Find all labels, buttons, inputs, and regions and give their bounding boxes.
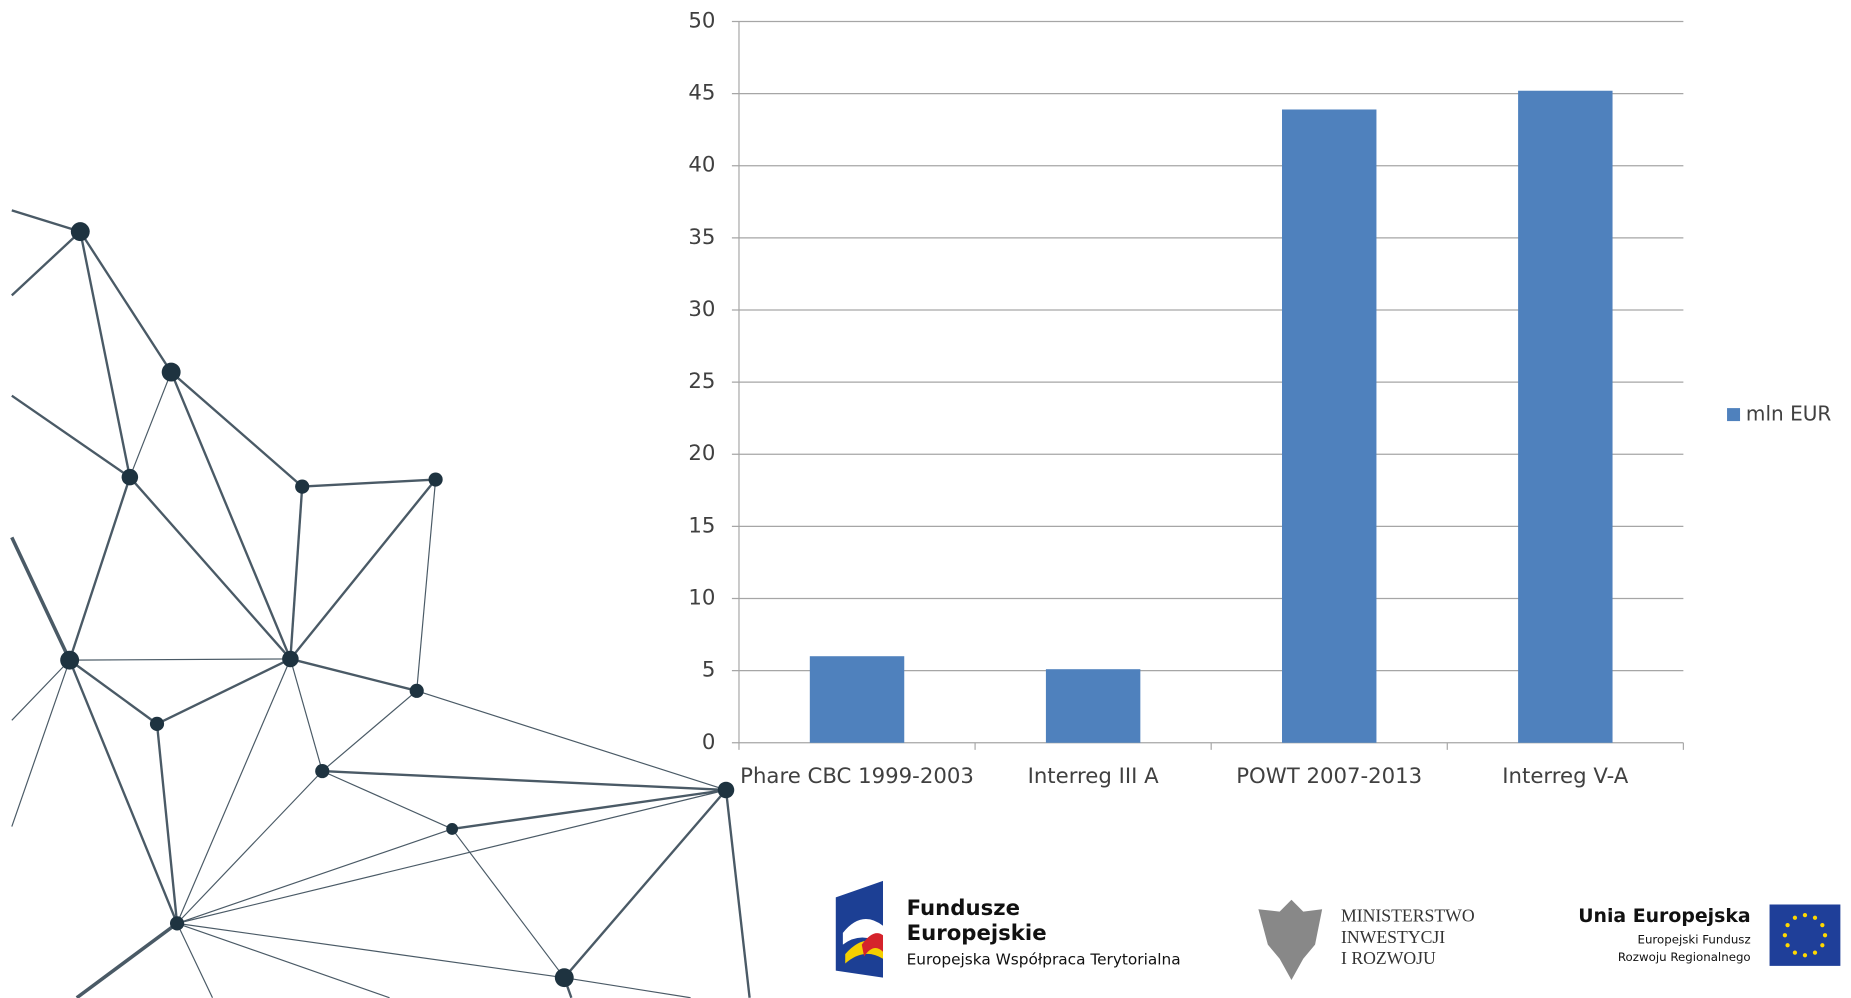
y-tick-label: 20 bbox=[688, 441, 715, 466]
y-tick-label: 15 bbox=[688, 513, 715, 538]
legend-swatch bbox=[1727, 408, 1741, 422]
logo-text: INWESTYCJI bbox=[1341, 927, 1445, 947]
star bbox=[1802, 912, 1808, 918]
x-tick-label: Phare CBC 1999-2003 bbox=[740, 764, 974, 789]
y-tick-label: 40 bbox=[688, 153, 715, 178]
star bbox=[1792, 950, 1798, 955]
x-tick-label: POWT 2007-2013 bbox=[1236, 764, 1422, 789]
y-tick-label: 35 bbox=[688, 225, 715, 250]
logo-text: Unia Europejska bbox=[1578, 905, 1750, 927]
bar bbox=[809, 656, 905, 743]
star bbox=[1785, 923, 1790, 928]
logo-text: Europejska Współpraca Terytorialna bbox=[907, 950, 1181, 968]
legend-label: mln EUR bbox=[1746, 402, 1832, 426]
x-tick-label: Interreg V-A bbox=[1502, 764, 1629, 789]
y-tick-label: 30 bbox=[688, 297, 715, 322]
star bbox=[1792, 915, 1798, 920]
star bbox=[1812, 915, 1818, 920]
star bbox=[1802, 953, 1808, 958]
bar bbox=[1518, 90, 1613, 743]
logo-text: Europejski Fundusz bbox=[1637, 932, 1750, 946]
y-tick-label: 45 bbox=[688, 81, 715, 106]
logo-text: Europejskie bbox=[907, 921, 1047, 946]
logo-text: Rozwoju Regionalnego bbox=[1618, 950, 1751, 964]
bar bbox=[1045, 669, 1141, 743]
y-tick-label: 50 bbox=[688, 8, 715, 33]
star bbox=[1820, 943, 1825, 948]
star bbox=[1820, 923, 1825, 928]
logo-funds: Fundusze Europejskie Europejska Współpra… bbox=[835, 880, 1181, 978]
logo-ministry: MINISTERSTWO INWESTYCJI I ROZWOJU bbox=[1258, 899, 1475, 981]
logo-text: I ROZWOJU bbox=[1341, 948, 1436, 968]
star bbox=[1812, 950, 1818, 955]
star bbox=[1822, 933, 1828, 938]
network-decoration bbox=[10, 209, 751, 998]
logo-eu: Unia Europejska Europejski Fundusz Rozwo… bbox=[1578, 904, 1841, 966]
logo-text: MINISTERSTWO bbox=[1341, 906, 1475, 926]
y-tick-label: 10 bbox=[688, 586, 715, 611]
y-tick-label: 25 bbox=[688, 369, 715, 394]
y-tick-label: 5 bbox=[702, 658, 716, 683]
star bbox=[1785, 943, 1790, 948]
star bbox=[1782, 933, 1788, 938]
logo-text: Fundusze bbox=[907, 896, 1020, 921]
y-tick-label: 0 bbox=[702, 730, 716, 755]
x-tick-label: Interreg III A bbox=[1028, 764, 1160, 789]
chart: 0 5 10 15 20 25 30 35 40 45 50 Phare CBC 1999-2003 I… bbox=[688, 8, 1831, 789]
bar bbox=[1282, 109, 1377, 743]
